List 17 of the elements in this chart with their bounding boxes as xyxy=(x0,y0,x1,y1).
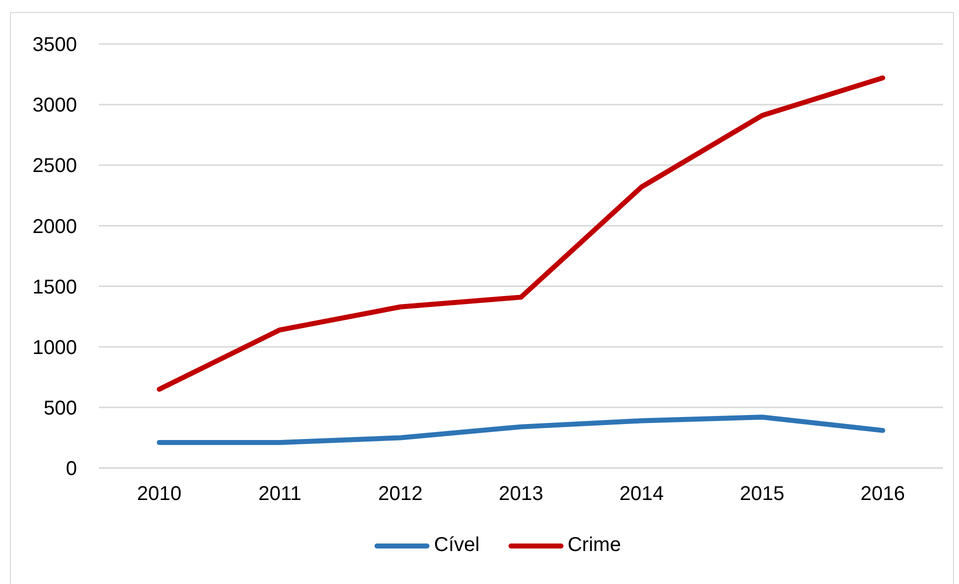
y-tick-label: 1500 xyxy=(32,276,77,298)
x-tick-label: 2016 xyxy=(860,483,905,506)
y-tick-label: 1000 xyxy=(32,336,77,359)
y-tick-label: 0 xyxy=(66,458,77,480)
y-tick-label: 3500 xyxy=(32,34,77,56)
x-tick-label: 2015 xyxy=(740,483,784,506)
y-tick-label: 500 xyxy=(44,398,77,420)
x-tick-label: 2010 xyxy=(137,483,182,506)
x-tick-label: 2013 xyxy=(498,483,544,506)
x-tick-label: 2014 xyxy=(619,483,664,506)
legend-label: Crime xyxy=(568,534,621,557)
y-tick-label: 2500 xyxy=(32,155,77,178)
legend-label: Cível xyxy=(434,534,480,557)
y-tick-label: 3000 xyxy=(32,94,77,117)
x-tick-label: 2012 xyxy=(378,483,423,506)
y-tick-label: 2000 xyxy=(32,216,77,238)
x-tick-label: 2011 xyxy=(258,483,302,506)
